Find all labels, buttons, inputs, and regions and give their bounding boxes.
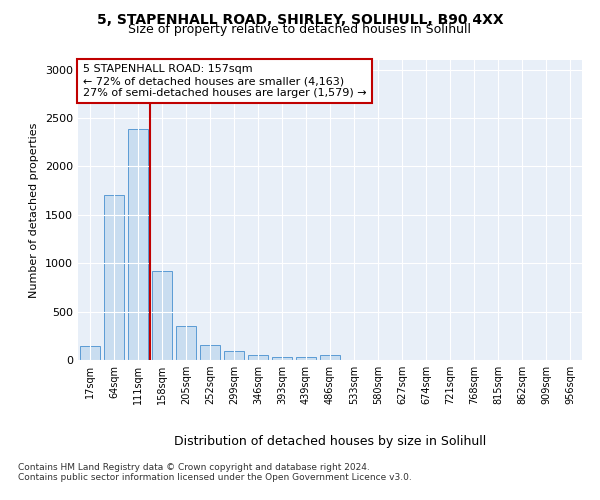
Text: 5 STAPENHALL ROAD: 157sqm
← 72% of detached houses are smaller (4,163)
27% of se: 5 STAPENHALL ROAD: 157sqm ← 72% of detac… — [83, 64, 367, 98]
Bar — [248, 354, 268, 360]
Bar — [128, 128, 148, 360]
Text: Contains HM Land Registry data © Crown copyright and database right 2024.: Contains HM Land Registry data © Crown c… — [18, 462, 370, 471]
Bar — [80, 346, 100, 360]
Text: Size of property relative to detached houses in Solihull: Size of property relative to detached ho… — [128, 24, 472, 36]
Bar — [320, 354, 340, 360]
Bar — [104, 196, 124, 360]
Text: Distribution of detached houses by size in Solihull: Distribution of detached houses by size … — [174, 435, 486, 448]
Bar — [272, 356, 292, 360]
Bar — [200, 344, 220, 360]
Bar — [152, 271, 172, 360]
Bar — [296, 357, 316, 360]
Bar — [224, 352, 244, 360]
Text: Contains public sector information licensed under the Open Government Licence v3: Contains public sector information licen… — [18, 472, 412, 482]
Bar — [176, 326, 196, 360]
Y-axis label: Number of detached properties: Number of detached properties — [29, 122, 40, 298]
Text: 5, STAPENHALL ROAD, SHIRLEY, SOLIHULL, B90 4XX: 5, STAPENHALL ROAD, SHIRLEY, SOLIHULL, B… — [97, 12, 503, 26]
